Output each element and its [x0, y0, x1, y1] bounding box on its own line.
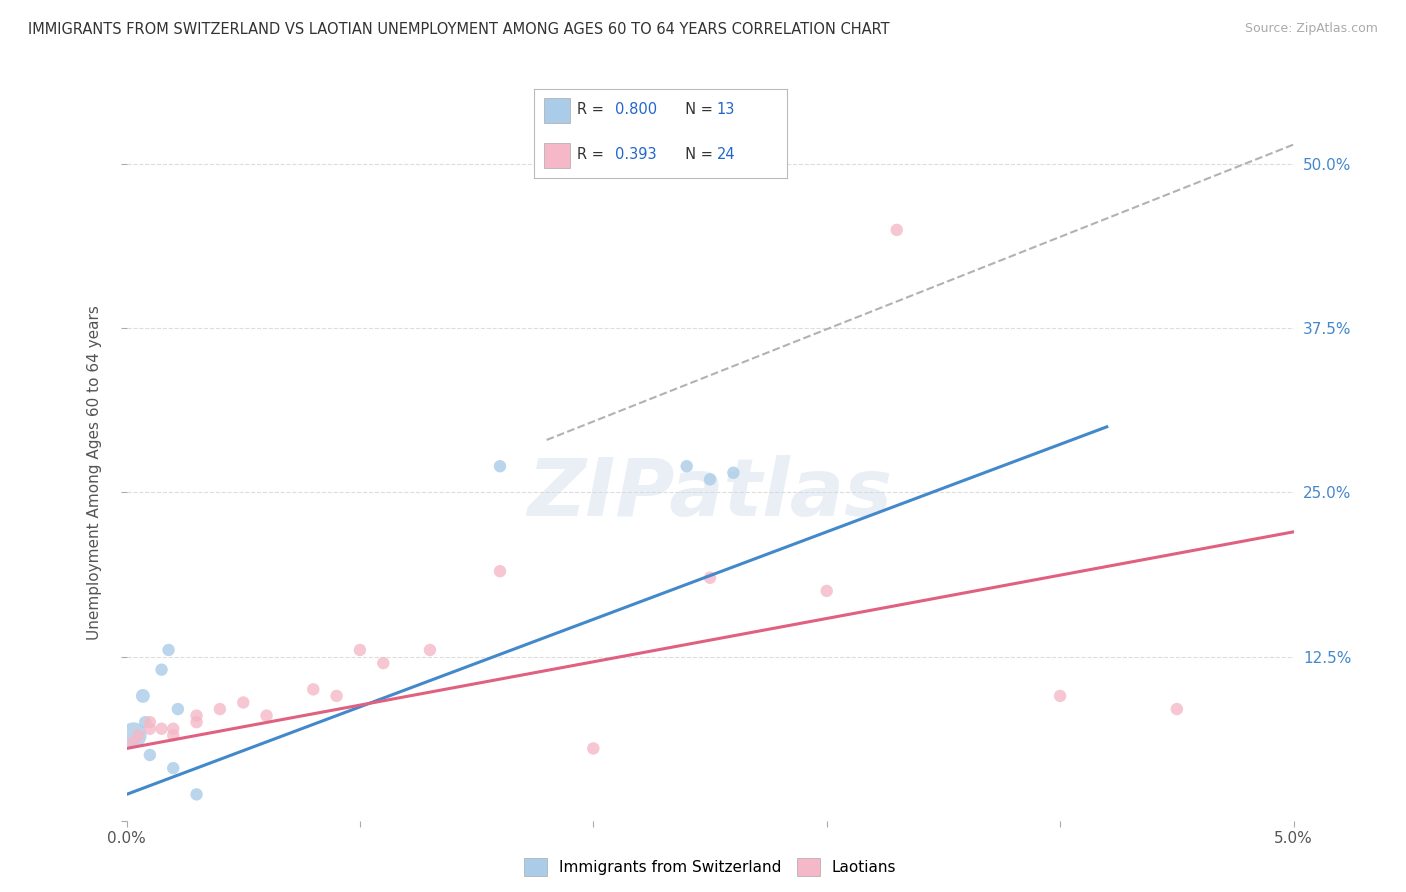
- Text: N =: N =: [676, 147, 717, 161]
- Point: [373, 656, 395, 670]
- Point: [132, 689, 155, 703]
- Text: 13: 13: [717, 103, 735, 117]
- Point: [419, 643, 441, 657]
- Point: [699, 571, 721, 585]
- Bar: [544, 143, 569, 168]
- Point: [325, 689, 347, 703]
- Point: [150, 722, 173, 736]
- Point: [232, 696, 254, 710]
- Text: 0.800: 0.800: [616, 103, 658, 117]
- Text: N =: N =: [676, 103, 717, 117]
- Point: [1049, 689, 1071, 703]
- Point: [699, 472, 721, 486]
- Point: [157, 643, 180, 657]
- Point: [134, 715, 156, 730]
- Point: [208, 702, 231, 716]
- Point: [186, 715, 208, 730]
- Point: [139, 747, 162, 762]
- Point: [1166, 702, 1188, 716]
- Text: IMMIGRANTS FROM SWITZERLAND VS LAOTIAN UNEMPLOYMENT AMONG AGES 60 TO 64 YEARS CO: IMMIGRANTS FROM SWITZERLAND VS LAOTIAN U…: [28, 22, 890, 37]
- Point: [122, 728, 145, 742]
- Point: [302, 682, 325, 697]
- Bar: [544, 98, 569, 123]
- Point: [349, 643, 371, 657]
- Point: [489, 459, 512, 474]
- Point: [675, 459, 697, 474]
- Point: [489, 564, 512, 578]
- Point: [582, 741, 605, 756]
- Point: [167, 702, 190, 716]
- Text: Source: ZipAtlas.com: Source: ZipAtlas.com: [1244, 22, 1378, 36]
- Point: [256, 708, 278, 723]
- Point: [186, 708, 208, 723]
- Legend: Immigrants from Switzerland, Laotians: Immigrants from Switzerland, Laotians: [517, 852, 903, 882]
- Point: [162, 761, 184, 775]
- Text: R =: R =: [578, 147, 609, 161]
- Point: [886, 223, 908, 237]
- Point: [122, 735, 145, 749]
- Text: 0.393: 0.393: [616, 147, 657, 161]
- Point: [150, 663, 173, 677]
- Point: [139, 715, 162, 730]
- Point: [815, 583, 838, 598]
- Point: [127, 728, 149, 742]
- Point: [162, 728, 184, 742]
- Point: [139, 722, 162, 736]
- Point: [723, 466, 745, 480]
- Text: R =: R =: [578, 103, 609, 117]
- Point: [162, 722, 184, 736]
- Text: 24: 24: [717, 147, 735, 161]
- Text: ZIPatlas: ZIPatlas: [527, 455, 893, 533]
- Point: [186, 788, 208, 802]
- Y-axis label: Unemployment Among Ages 60 to 64 years: Unemployment Among Ages 60 to 64 years: [87, 305, 103, 640]
